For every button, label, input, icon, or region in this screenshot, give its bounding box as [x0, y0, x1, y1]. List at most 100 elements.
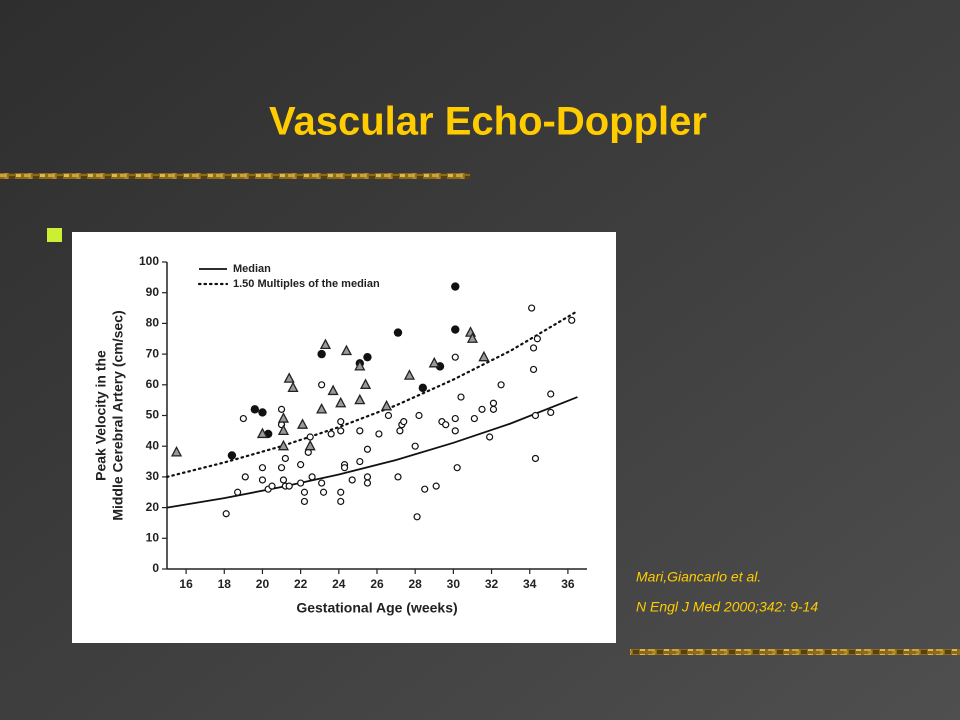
- point: [348, 476, 356, 484]
- point: [327, 430, 335, 438]
- point: [411, 442, 419, 450]
- x-tick-label: 22: [294, 577, 308, 591]
- point: [327, 384, 339, 396]
- point: [340, 464, 349, 472]
- y-tick-label: 100: [139, 254, 159, 268]
- point: [308, 473, 316, 481]
- point: [418, 383, 428, 393]
- point: [415, 411, 423, 420]
- point: [279, 476, 288, 484]
- point: [277, 412, 290, 423]
- point: [337, 427, 345, 435]
- point: [489, 399, 498, 407]
- point: [453, 464, 461, 472]
- point: [250, 405, 260, 414]
- point: [337, 497, 345, 506]
- y-tick-label: 10: [146, 530, 160, 544]
- point: [239, 414, 247, 423]
- point: [413, 513, 421, 521]
- point: [319, 488, 328, 496]
- point: [227, 451, 237, 460]
- point: [363, 445, 372, 453]
- x-tick-label: 20: [256, 577, 270, 591]
- point: [568, 316, 576, 324]
- y-tick-label: 80: [146, 316, 160, 330]
- point: [256, 427, 269, 439]
- legend-label: Median: [233, 263, 271, 275]
- legend-label: 1.50 Multiples of the median: [233, 278, 380, 290]
- point: [268, 482, 276, 490]
- point: [318, 479, 326, 487]
- point: [529, 344, 538, 352]
- point: [277, 439, 290, 451]
- slide-title: Vascular Echo-Doppler: [269, 100, 707, 144]
- point: [457, 393, 465, 401]
- y-axis-title: Peak Velocity in the: [93, 350, 109, 481]
- point: [319, 338, 332, 350]
- divider: [630, 649, 960, 655]
- point: [489, 405, 498, 413]
- point: [277, 424, 290, 436]
- x-tick-label: 28: [409, 577, 423, 591]
- y-tick-label: 40: [146, 438, 160, 452]
- point: [354, 393, 366, 405]
- point: [277, 464, 286, 472]
- citation: Mari,Giancarlo et al.: [636, 569, 761, 585]
- point: [497, 381, 505, 389]
- point: [531, 411, 540, 420]
- point: [354, 359, 366, 371]
- point: [470, 414, 478, 423]
- point: [258, 408, 267, 417]
- point: [428, 356, 440, 368]
- point: [478, 405, 486, 413]
- point: [486, 433, 494, 441]
- point: [241, 473, 249, 481]
- point: [529, 365, 538, 374]
- point: [451, 353, 459, 361]
- point: [281, 454, 289, 463]
- x-tick-label: 24: [332, 577, 346, 591]
- y-tick-label: 50: [146, 408, 160, 422]
- divider: [0, 173, 470, 179]
- point: [258, 464, 267, 472]
- x-tick-label: 16: [179, 577, 193, 591]
- y-axis-title: Middle Cerebral Artery (cm/sec): [110, 310, 126, 520]
- point: [432, 482, 440, 490]
- point: [380, 399, 393, 411]
- point: [451, 414, 459, 423]
- line: [165, 310, 579, 478]
- chart-panel: [72, 232, 616, 643]
- point: [277, 405, 286, 413]
- x-tick-label: 18: [218, 577, 232, 591]
- point: [393, 328, 403, 337]
- point: [337, 488, 345, 496]
- point: [316, 402, 328, 414]
- x-tick-label: 36: [561, 577, 575, 591]
- x-tick-label: 34: [523, 577, 537, 591]
- point: [356, 457, 364, 466]
- point: [451, 282, 460, 291]
- citation: N Engl J Med 2000;342: 9-14: [636, 599, 818, 615]
- point: [531, 454, 540, 463]
- point: [478, 350, 490, 362]
- point: [394, 473, 402, 481]
- point: [222, 510, 230, 518]
- point: [363, 473, 372, 481]
- point: [547, 408, 555, 417]
- point: [375, 430, 383, 438]
- point: [396, 427, 404, 435]
- point: [356, 427, 364, 435]
- point: [300, 497, 309, 506]
- y-tick-label: 30: [146, 469, 160, 483]
- point: [340, 344, 353, 356]
- point: [300, 488, 309, 496]
- point: [359, 378, 372, 389]
- y-tick-label: 90: [146, 285, 160, 299]
- point: [400, 418, 408, 426]
- point: [306, 433, 314, 441]
- point: [421, 485, 429, 493]
- point: [297, 479, 305, 487]
- point: [283, 372, 295, 383]
- chart: 0 10 20 30 40 50 60 70 80 90 100 16 18 20 22 24 26 28 30 32…: [93, 254, 587, 616]
